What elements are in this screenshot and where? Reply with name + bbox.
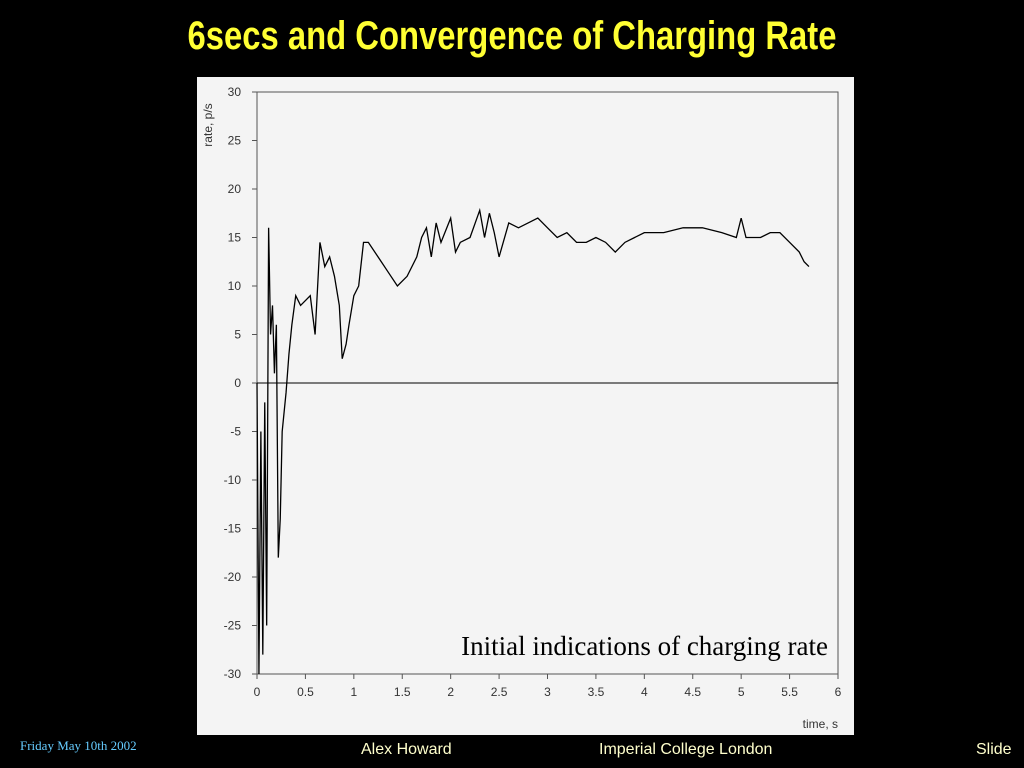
x-tick-label: 1 [350,685,357,699]
slide-title: 6secs and Convergence of Charging Rate [187,14,837,58]
x-tick-label: 2 [447,685,454,699]
x-tick-label: 6 [835,685,842,699]
annotation: Initial indications of charging rate [461,631,828,661]
y-tick-label: -20 [224,570,242,584]
x-tick-label: 4.5 [684,685,701,699]
x-tick-label: 5 [738,685,745,699]
y-tick-label: 25 [228,134,242,148]
y-tick-label: -5 [230,425,241,439]
x-tick-label: 1.5 [394,685,411,699]
x-tick-label: 0.5 [297,685,314,699]
x-tick-label: 4 [641,685,648,699]
y-tick-label: 30 [228,85,242,99]
footer-slide: Slide [976,741,1012,758]
x-tick-label: 0 [254,685,261,699]
data-line [256,207,810,675]
y-tick-label: 10 [228,279,242,293]
y-tick-label: 20 [228,182,242,196]
y-tick-label: 15 [228,231,242,245]
x-tick-label: 3.5 [588,685,605,699]
y-tick-label: -15 [224,522,242,536]
y-tick-label: -10 [224,473,242,487]
y-tick-label: -25 [224,619,242,633]
y-axis-label: rate, p/s [201,103,215,146]
footer-institution: Imperial College London [599,741,773,758]
x-tick-label: 5.5 [781,685,798,699]
x-axis-label: time, s [803,717,838,731]
x-tick-label: 2.5 [491,685,508,699]
x-tick-label: 3 [544,685,551,699]
footer-date: Friday May 10th 2002 [20,738,137,753]
chart-panel [197,77,854,735]
y-tick-label: 0 [234,376,241,390]
y-tick-label: 5 [234,328,241,342]
footer-author: Alex Howard [361,741,452,758]
y-tick-label: -30 [224,667,242,681]
